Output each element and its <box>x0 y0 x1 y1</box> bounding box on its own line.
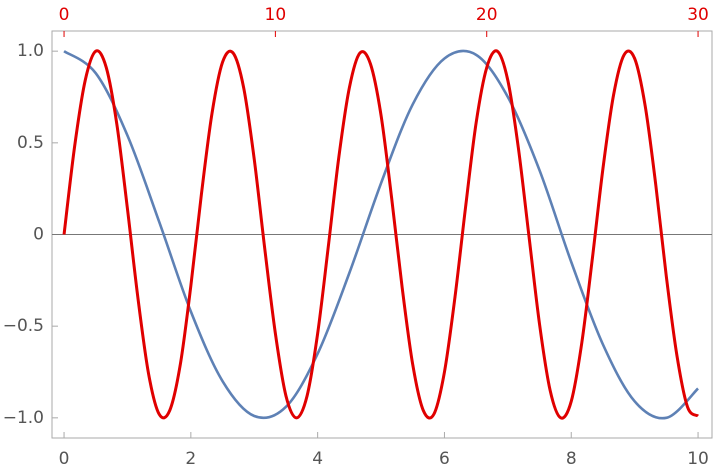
x-tick-label: 10 <box>687 449 709 469</box>
x2-tick-label: 10 <box>265 5 287 25</box>
x2-tick-label: 30 <box>687 5 709 25</box>
y-tick-label: −0.5 <box>3 316 44 336</box>
series-line <box>63 49 699 420</box>
x-tick-label: 8 <box>566 449 577 469</box>
y-tick-label: 0 <box>33 225 44 245</box>
x-tick-label: 4 <box>312 449 323 469</box>
x2-tick-label: 0 <box>59 5 70 25</box>
x-tick-label: 6 <box>439 449 450 469</box>
x2-tick-label: 20 <box>476 5 498 25</box>
y-tick-label: 1.0 <box>17 41 44 61</box>
x-tick-label: 0 <box>59 449 70 469</box>
y-tick-label: 0.5 <box>17 133 44 153</box>
series-line <box>62 49 700 420</box>
x-tick-label: 2 <box>185 449 196 469</box>
y-tick-label: −1.0 <box>3 408 44 428</box>
